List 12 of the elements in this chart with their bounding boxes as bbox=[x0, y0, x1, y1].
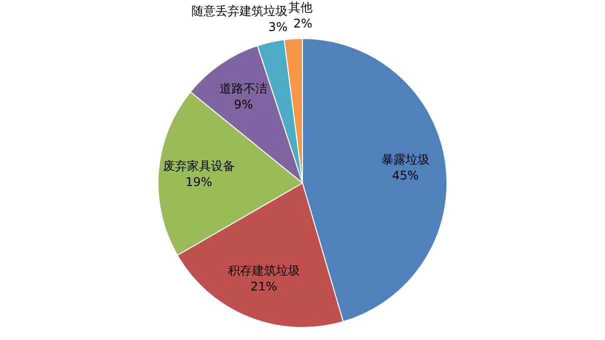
slice-label: 暴露垃圾 bbox=[381, 152, 430, 166]
slice-label: 积存建筑垃圾 bbox=[228, 264, 300, 278]
data-label: 45% bbox=[392, 168, 419, 182]
data-label: 2% bbox=[293, 16, 312, 30]
data-label: 19% bbox=[185, 174, 212, 189]
slice-label: 废弃家具设备 bbox=[162, 158, 235, 173]
data-label: 9% bbox=[234, 97, 254, 112]
slice-label: 其他 bbox=[288, 0, 312, 14]
data-label: 21% bbox=[250, 280, 278, 294]
slice-label: 随意丢弃建筑垃圾 bbox=[191, 4, 288, 18]
slice-label: 道路不洁 bbox=[220, 81, 268, 96]
data-label: 3% bbox=[268, 20, 288, 34]
